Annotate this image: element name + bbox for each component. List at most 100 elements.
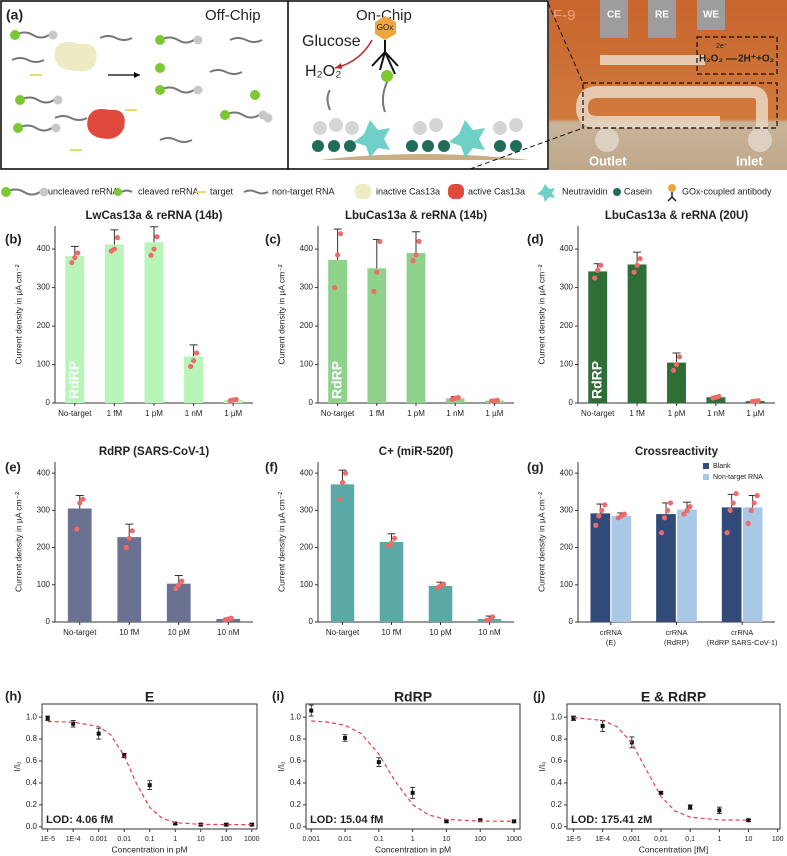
- y-tick-label: 0.2: [26, 800, 38, 809]
- y-tick-label: 300: [300, 505, 314, 514]
- lod-annotation: LOD: 15.04 fM: [310, 814, 383, 826]
- bar: [627, 264, 647, 403]
- legend-icon: [667, 192, 677, 202]
- bar: [144, 242, 164, 403]
- bar: [406, 252, 426, 403]
- zoom-box: [582, 82, 778, 129]
- replicate-point: [74, 526, 80, 532]
- cleaved: [263, 113, 273, 123]
- panel-label: (a): [6, 7, 23, 23]
- chart-title: RdRP (SARS-CoV-1): [99, 446, 209, 458]
- bar: [166, 583, 191, 622]
- bar-label: RdRP: [328, 361, 344, 399]
- chip-id: F-9: [553, 7, 576, 24]
- y-tick-label: 100: [37, 360, 51, 369]
- chart-title: Crossreactivity: [635, 446, 719, 458]
- legend-text: Blank: [713, 463, 731, 470]
- y-tick-label: 100: [560, 360, 574, 369]
- legend-text: cleaved reRNA: [138, 186, 199, 196]
- off-chip-title: Off-Chip: [205, 7, 261, 24]
- data-point: [309, 708, 314, 713]
- electrode-label: RE: [655, 10, 669, 21]
- data-point: [717, 808, 722, 813]
- panel-label: (j): [533, 688, 545, 703]
- replicate-point: [664, 507, 671, 513]
- electrode-label: WE: [703, 10, 719, 21]
- replicate-point: [727, 507, 733, 513]
- y-tick-label: 400: [560, 244, 574, 253]
- replicate-point: [371, 288, 377, 295]
- casein: [312, 140, 324, 152]
- legend-icon: [448, 184, 464, 199]
- y-tick-label: 0.2: [290, 800, 302, 809]
- electrode-label: CE: [607, 10, 621, 21]
- bar: [590, 513, 611, 622]
- outlet-port: [595, 128, 619, 152]
- reaction-right: 2H⁺+O₂: [738, 54, 774, 65]
- x-tick-label: crRNA: [600, 628, 622, 637]
- legend-icon: [0, 186, 50, 198]
- plot-frame: [566, 703, 781, 830]
- zoom-box: [696, 36, 778, 75]
- fit-curve: [573, 716, 749, 821]
- x-tick-label: 0.1: [145, 836, 155, 843]
- surface: [320, 154, 530, 160]
- y-axis-title: Current density in µA cm⁻²: [276, 492, 286, 592]
- legend-text: inactive Cas13a: [376, 186, 440, 196]
- y-tick-label: 0.2: [551, 800, 563, 809]
- replicate-point: [681, 511, 687, 517]
- y-tick-label: 300: [37, 283, 51, 292]
- chart-title: RdRP: [394, 689, 432, 705]
- x-tick-label: 10: [443, 836, 451, 843]
- replicate-point: [658, 530, 665, 536]
- fit-curve: [47, 720, 252, 826]
- y-tick-label: 300: [37, 505, 51, 514]
- bar: [721, 507, 742, 622]
- panel-label: (f): [265, 459, 278, 474]
- replicate-point: [634, 262, 640, 268]
- replicate-point: [338, 231, 344, 237]
- replicate-point: [637, 256, 643, 262]
- legend-swatch: [703, 463, 709, 469]
- y-tick-label: 300: [300, 283, 314, 292]
- zoom-line: [547, 2, 584, 84]
- legend-text: Non-target RNA: [713, 474, 763, 481]
- x-tick-label: 1 µM: [485, 409, 503, 418]
- panel-label: (e): [5, 459, 21, 474]
- legend-text: non-target RNA: [272, 186, 335, 196]
- x-tick-label: 10 pM: [429, 628, 452, 637]
- glucose: Glucose: [302, 33, 361, 50]
- replicate-point: [69, 259, 75, 266]
- x-tick-label: 1: [717, 836, 721, 843]
- y-tick-label: 0.0: [26, 822, 38, 831]
- y-tick-label: 0.0: [290, 822, 302, 831]
- y-tick-label: 1.0: [551, 712, 563, 721]
- y-tick-label: 0: [46, 398, 51, 407]
- bsa: [509, 118, 523, 132]
- x-tick-label: 10 pM: [168, 628, 191, 637]
- bar: [706, 397, 726, 403]
- replicate-point: [687, 504, 693, 510]
- replicate-point: [755, 398, 761, 404]
- x-axis-title: Concentration [fM]: [639, 844, 708, 854]
- replicate-point: [228, 615, 234, 621]
- y-tick-label: 200: [37, 543, 51, 552]
- y-tick-label: 200: [300, 543, 314, 552]
- y-tick-label: 100: [300, 360, 314, 369]
- panel-label: (h): [5, 688, 22, 703]
- x-tick-label: 1 nM: [446, 409, 464, 418]
- x-tick-label: 1 µM: [224, 409, 242, 418]
- x-tick-label: 0.01: [338, 836, 352, 843]
- x-tick-label: 0.001: [302, 836, 320, 843]
- x-tick-label: 10: [745, 836, 753, 843]
- antibody: [371, 40, 399, 75]
- replicate-point: [188, 363, 194, 370]
- gox-label: GOx: [377, 23, 393, 32]
- replicate-point: [724, 530, 730, 536]
- x-tick-label: 1E-4: [595, 836, 610, 843]
- bsa: [429, 118, 443, 132]
- replicate-point: [598, 262, 604, 268]
- replicate-point: [602, 502, 608, 508]
- x-tick-label: 1 pM: [145, 409, 163, 418]
